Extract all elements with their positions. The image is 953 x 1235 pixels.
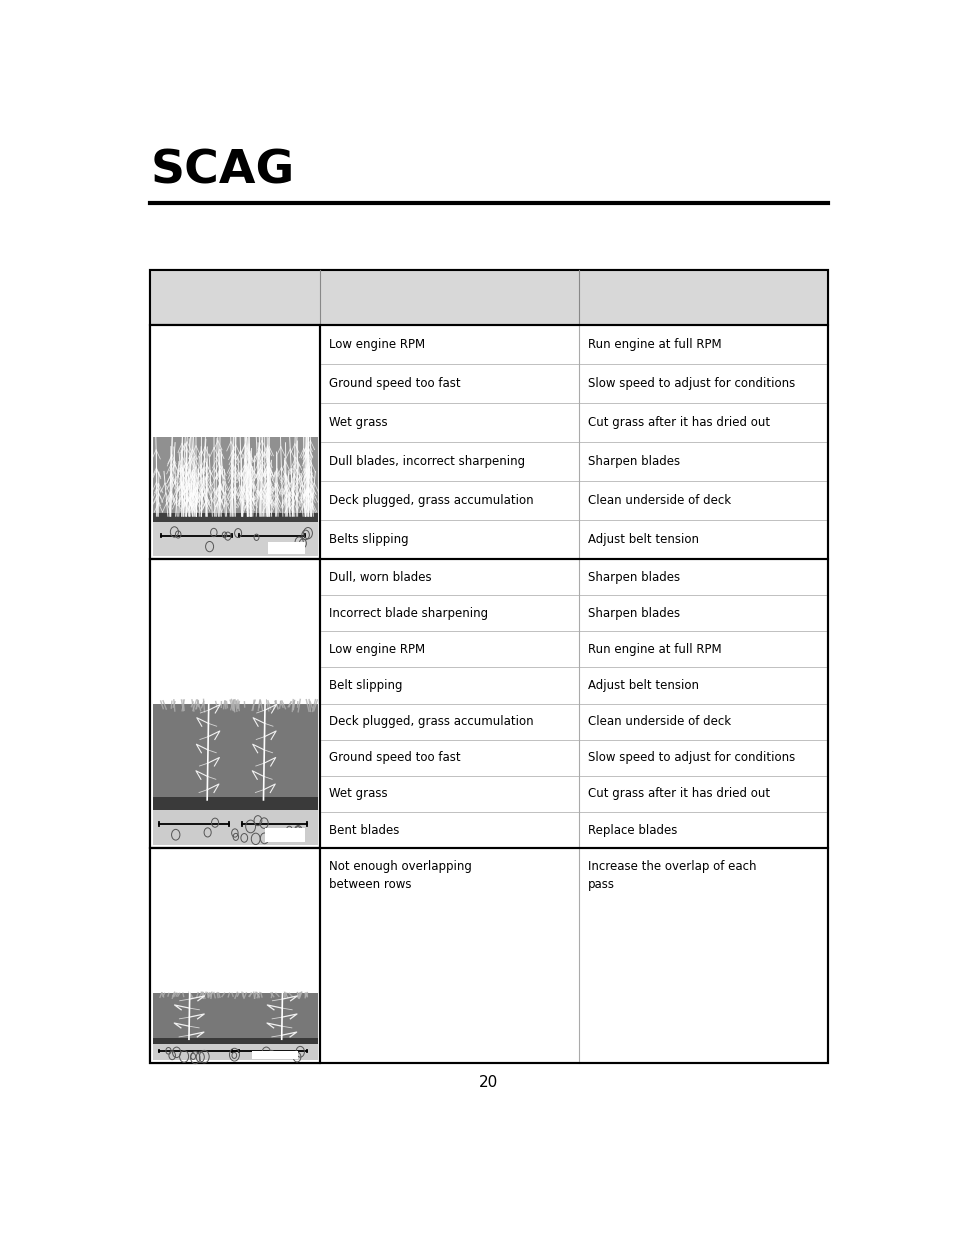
Bar [152, 522, 317, 556]
Text: Belt slipping: Belt slipping [329, 679, 402, 692]
Bar [152, 810, 317, 845]
Text: Wet grass: Wet grass [329, 416, 388, 429]
Text: Dull, worn blades: Dull, worn blades [329, 571, 432, 584]
Text: Dull blades, incorrect sharpening: Dull blades, incorrect sharpening [329, 454, 525, 468]
Bar [152, 1039, 317, 1046]
Bar [152, 329, 317, 437]
Text: Sharpen blades: Sharpen blades [587, 571, 679, 584]
Text: Clean underside of deck: Clean underside of deck [587, 494, 730, 508]
Text: Low engine RPM: Low engine RPM [329, 643, 425, 656]
Bar [151, 325, 826, 559]
Bar [265, 829, 305, 842]
Text: Sharpen blades: Sharpen blades [587, 454, 679, 468]
Text: Cut grass after it has dried out: Cut grass after it has dried out [587, 416, 769, 429]
Bar [152, 704, 317, 799]
Text: SCAG: SCAG [151, 149, 294, 194]
Text: Wet grass: Wet grass [329, 788, 388, 800]
Bar [152, 513, 317, 526]
Text: Ground speed too fast: Ground speed too fast [329, 377, 460, 390]
Bar [268, 542, 305, 553]
Bar [152, 851, 317, 993]
Text: Adjust belt tension: Adjust belt tension [587, 534, 699, 546]
Text: Run engine at full RPM: Run engine at full RPM [587, 338, 720, 351]
Bar [152, 993, 317, 1039]
Text: Replace blades: Replace blades [587, 824, 677, 836]
Text: Not enough overlapping
between rows: Not enough overlapping between rows [329, 860, 472, 890]
Bar [252, 1051, 298, 1060]
Bar [151, 270, 826, 1063]
Bar [151, 559, 826, 848]
Bar [152, 437, 317, 515]
Text: Deck plugged, grass accumulation: Deck plugged, grass accumulation [329, 494, 534, 508]
Bar [151, 325, 320, 559]
Bar [151, 848, 320, 1063]
Bar [151, 559, 320, 848]
Bar [152, 1045, 317, 1060]
Text: Deck plugged, grass accumulation: Deck plugged, grass accumulation [329, 715, 534, 729]
Text: Belts slipping: Belts slipping [329, 534, 409, 546]
Text: Increase the overlap of each
pass: Increase the overlap of each pass [587, 860, 756, 890]
Text: Ground speed too fast: Ground speed too fast [329, 751, 460, 764]
Text: 20: 20 [478, 1074, 498, 1089]
Bar [152, 797, 317, 813]
Bar [152, 562, 317, 704]
Text: Sharpen blades: Sharpen blades [587, 606, 679, 620]
Text: Incorrect blade sharpening: Incorrect blade sharpening [329, 606, 488, 620]
Text: Clean underside of deck: Clean underside of deck [587, 715, 730, 729]
Text: Low engine RPM: Low engine RPM [329, 338, 425, 351]
Bar [151, 270, 826, 325]
Text: Slow speed to adjust for conditions: Slow speed to adjust for conditions [587, 377, 795, 390]
Text: Slow speed to adjust for conditions: Slow speed to adjust for conditions [587, 751, 795, 764]
Text: Cut grass after it has dried out: Cut grass after it has dried out [587, 788, 769, 800]
Text: Bent blades: Bent blades [329, 824, 399, 836]
Text: Run engine at full RPM: Run engine at full RPM [587, 643, 720, 656]
Text: Adjust belt tension: Adjust belt tension [587, 679, 699, 692]
Bar [151, 848, 826, 1063]
